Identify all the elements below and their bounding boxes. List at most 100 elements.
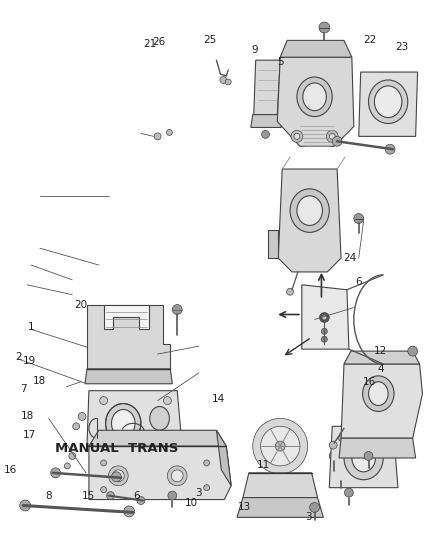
Polygon shape: [358, 72, 417, 136]
Circle shape: [328, 451, 338, 461]
Text: 6: 6: [134, 490, 140, 500]
Circle shape: [407, 346, 417, 356]
Text: 1: 1: [28, 322, 34, 333]
Polygon shape: [216, 430, 231, 486]
Polygon shape: [242, 473, 317, 498]
Polygon shape: [237, 498, 323, 518]
Text: 9: 9: [251, 45, 258, 55]
Circle shape: [336, 471, 345, 480]
Text: 16: 16: [4, 465, 17, 475]
Text: 2: 2: [15, 352, 21, 362]
Circle shape: [286, 288, 293, 295]
Circle shape: [290, 131, 302, 142]
Circle shape: [261, 131, 269, 139]
Circle shape: [64, 463, 70, 469]
Circle shape: [203, 460, 209, 466]
Ellipse shape: [296, 196, 321, 225]
Circle shape: [293, 133, 299, 139]
Circle shape: [275, 441, 285, 451]
Circle shape: [379, 435, 386, 442]
Circle shape: [328, 441, 336, 449]
Text: 26: 26: [152, 37, 165, 47]
Text: 19: 19: [22, 356, 35, 366]
Circle shape: [73, 423, 79, 430]
Polygon shape: [279, 41, 351, 57]
Circle shape: [344, 488, 353, 497]
Text: MANUAL  TRANS: MANUAL TRANS: [55, 442, 178, 455]
Text: 7: 7: [20, 384, 26, 394]
Text: 22: 22: [362, 35, 375, 45]
Ellipse shape: [290, 189, 328, 232]
Ellipse shape: [296, 77, 332, 117]
Text: 13: 13: [238, 503, 251, 512]
Circle shape: [137, 497, 145, 505]
Text: 4: 4: [376, 364, 383, 374]
Circle shape: [363, 451, 372, 461]
Circle shape: [319, 312, 328, 322]
Text: 25: 25: [202, 35, 216, 45]
Circle shape: [328, 133, 334, 139]
Text: 10: 10: [184, 497, 197, 507]
Circle shape: [99, 397, 107, 405]
Circle shape: [309, 503, 319, 512]
Polygon shape: [87, 391, 182, 446]
Ellipse shape: [351, 444, 374, 472]
Circle shape: [321, 336, 327, 342]
Text: 3: 3: [195, 488, 201, 498]
Ellipse shape: [374, 86, 401, 118]
Polygon shape: [89, 446, 231, 499]
Circle shape: [260, 426, 299, 466]
Text: 17: 17: [22, 430, 35, 440]
Text: 5: 5: [276, 57, 283, 67]
Circle shape: [108, 466, 128, 486]
Circle shape: [203, 484, 209, 491]
Circle shape: [111, 472, 121, 482]
Circle shape: [318, 22, 329, 33]
Circle shape: [106, 491, 114, 499]
Circle shape: [112, 470, 124, 482]
Circle shape: [163, 397, 171, 405]
Polygon shape: [301, 285, 348, 349]
Ellipse shape: [362, 376, 393, 411]
Circle shape: [219, 77, 226, 84]
Polygon shape: [250, 115, 281, 127]
Polygon shape: [253, 60, 279, 115]
Circle shape: [69, 453, 75, 459]
Circle shape: [225, 79, 231, 85]
Text: 14: 14: [211, 393, 225, 403]
Text: 23: 23: [394, 42, 408, 52]
Circle shape: [172, 304, 182, 314]
Polygon shape: [338, 438, 415, 458]
Ellipse shape: [343, 436, 382, 480]
Circle shape: [167, 466, 187, 486]
Polygon shape: [328, 426, 397, 488]
Circle shape: [167, 491, 177, 500]
Circle shape: [100, 487, 106, 492]
Text: 3: 3: [305, 512, 311, 522]
Text: 16: 16: [362, 377, 375, 387]
Circle shape: [321, 315, 326, 320]
Circle shape: [252, 418, 307, 474]
Text: 11: 11: [256, 460, 269, 470]
Polygon shape: [87, 304, 170, 369]
Polygon shape: [343, 351, 419, 364]
Circle shape: [332, 136, 341, 146]
Text: 18: 18: [33, 376, 46, 386]
Text: 6: 6: [355, 277, 361, 287]
Circle shape: [325, 131, 337, 142]
Circle shape: [20, 500, 31, 511]
Text: 12: 12: [373, 346, 386, 356]
Circle shape: [321, 328, 327, 334]
Ellipse shape: [106, 403, 141, 443]
Circle shape: [154, 133, 161, 140]
Ellipse shape: [149, 407, 169, 430]
Circle shape: [338, 435, 345, 442]
Polygon shape: [89, 430, 226, 446]
Circle shape: [124, 506, 134, 517]
Text: 8: 8: [45, 490, 52, 500]
Polygon shape: [340, 364, 421, 438]
Text: 18: 18: [21, 411, 34, 422]
Circle shape: [384, 144, 394, 154]
Circle shape: [353, 214, 363, 223]
Polygon shape: [103, 304, 148, 329]
